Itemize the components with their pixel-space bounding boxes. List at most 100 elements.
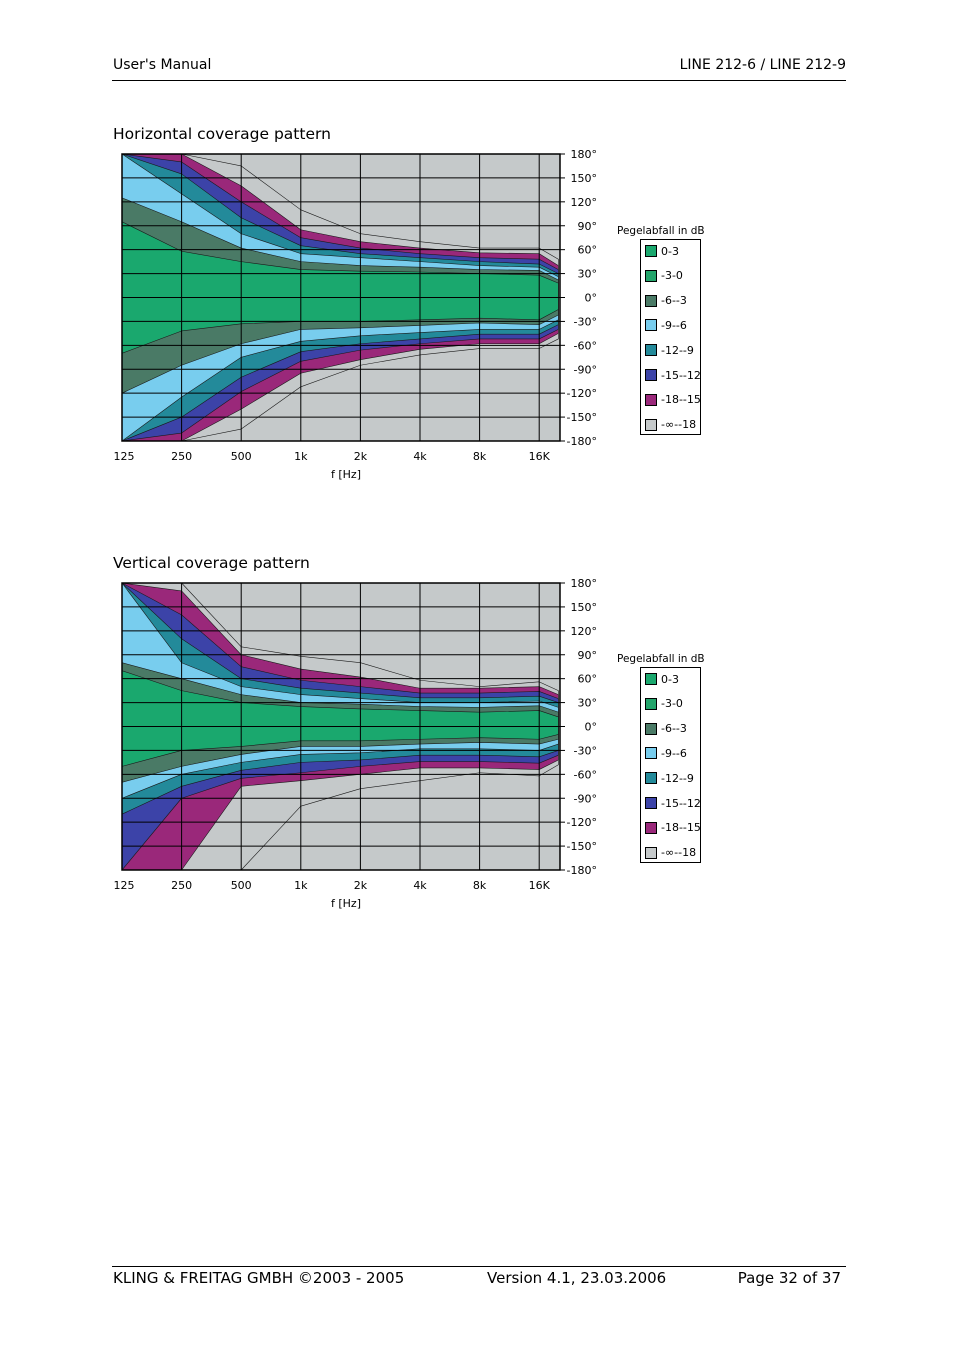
legend-swatch — [645, 369, 657, 381]
y-tick-label: 60° — [578, 244, 598, 257]
legend-swatch — [645, 319, 657, 332]
legend-item: -9--6 — [645, 746, 687, 760]
legend-item: 0-3 — [645, 244, 679, 258]
legend-swatch — [645, 245, 657, 257]
x-tick-label: 500 — [231, 450, 252, 463]
y-tick-label: -90° — [574, 792, 597, 805]
y-tick-label: 30° — [578, 268, 598, 281]
legend-swatch — [645, 393, 657, 406]
legend-title: Pegelabfall in dB — [617, 653, 705, 665]
y-tick-label: -30° — [574, 744, 597, 757]
legend-item: -18--15 — [645, 821, 701, 835]
legend-label: -6--3 — [661, 722, 687, 736]
footer-rule — [112, 1266, 846, 1267]
footer-right: Page 32 of 37 — [737, 1269, 841, 1287]
y-tick-label: -180° — [567, 864, 597, 877]
legend-label: -18--15 — [661, 821, 701, 835]
y-tick-label: 180° — [571, 148, 598, 161]
y-tick-label: 30° — [578, 697, 598, 710]
legend-item: -15--12 — [645, 368, 701, 382]
legend-title: Pegelabfall in dB — [617, 225, 705, 237]
chart-title-vertical: Vertical coverage pattern — [113, 554, 310, 572]
legend-item: -6--3 — [645, 294, 687, 308]
legend-label: -∞--18 — [661, 418, 697, 432]
legend-swatch — [645, 747, 657, 760]
legend-label: -3-0 — [661, 269, 683, 283]
x-tick-label: 500 — [231, 879, 252, 892]
x-tick-label: 4k — [413, 879, 427, 892]
legend-swatch — [645, 697, 657, 710]
legend-swatch — [645, 673, 657, 685]
legend-item: -18--15 — [645, 393, 701, 407]
x-tick-label: 16K — [529, 450, 551, 463]
x-tick-label: 8k — [473, 450, 487, 463]
legend-swatch — [645, 772, 657, 785]
legend-swatch — [645, 821, 657, 834]
vertical-coverage-chart: 125 250 500 1k 2k 4k 8k 16K 180° 150° 120° 90° 60° 30… — [0, 575, 620, 924]
y-tick-label: -120° — [567, 816, 597, 829]
legend-swatch — [645, 846, 657, 859]
footer-center: Version 4.1, 23.03.2006 — [487, 1269, 667, 1287]
legend-item: -6--3 — [645, 722, 687, 736]
y-tick-label: -30° — [574, 315, 597, 328]
legend-item: -9--6 — [645, 318, 687, 332]
x-tick-label: 1k — [294, 450, 308, 463]
legend-label: -12--9 — [661, 771, 694, 785]
x-tick-label: 125 — [114, 879, 135, 892]
y-tick-label: 120° — [571, 196, 598, 209]
chart-title-horizontal: Horizontal coverage pattern — [113, 125, 331, 143]
y-tick-label: 60° — [578, 673, 598, 686]
x-tick-label: 1k — [294, 879, 308, 892]
legend-swatch — [645, 797, 657, 809]
legend-item: -∞--18 — [645, 846, 696, 860]
legend-item: -∞--18 — [645, 418, 696, 432]
x-axis-label: f [Hz] — [331, 897, 361, 910]
x-tick-label: 2k — [354, 879, 368, 892]
legend-label: -15--12 — [661, 368, 701, 382]
header-left: User's Manual — [113, 57, 212, 73]
legend-swatch — [645, 294, 657, 307]
x-tick-label: 125 — [114, 450, 135, 463]
x-tick-label: 4k — [413, 450, 427, 463]
x-tick-label: 8k — [473, 879, 487, 892]
legend-label: -18--15 — [661, 393, 701, 407]
y-tick-label: 120° — [571, 625, 598, 638]
legend-item: -12--9 — [645, 771, 694, 785]
legend-swatch — [645, 722, 657, 735]
legend-label: -∞--18 — [661, 846, 697, 860]
legend-label: 0-3 — [661, 672, 679, 686]
legend-item: -3-0 — [645, 269, 683, 283]
x-tick-label: 250 — [171, 450, 192, 463]
legend-swatch — [645, 418, 657, 431]
legend-label: 0-3 — [661, 244, 679, 258]
y-tick-label: 180° — [571, 577, 598, 590]
horizontal-coverage-chart: 125 250 500 1k 2k 4k 8k 16K 180° 150° 120° 90° 60° 30… — [0, 146, 620, 495]
legend-label: -15--12 — [661, 796, 701, 810]
plot-frame — [121, 582, 561, 871]
legend-swatch — [645, 344, 657, 357]
y-tick-label: -60° — [574, 339, 597, 352]
legend-box: 0-3 -3-0 -6--3 -9--6 -12--9 -15--12 -18--15 -∞-… — [640, 667, 701, 863]
legend-item: -15--12 — [645, 796, 701, 810]
legend-item: 0-3 — [645, 672, 679, 686]
legend-label: -9--6 — [661, 318, 687, 332]
y-tick-label: 0° — [585, 292, 598, 305]
x-tick-label: 16K — [529, 879, 551, 892]
legend-label: -6--3 — [661, 294, 687, 308]
x-tick-label: 2k — [354, 450, 368, 463]
y-tick-label: -180° — [567, 435, 597, 448]
legend-item: -12--9 — [645, 343, 694, 357]
y-tick-label: 90° — [578, 649, 598, 662]
y-tick-label: -120° — [567, 387, 597, 400]
y-tick-label: 150° — [571, 172, 598, 185]
legend-swatch — [645, 269, 657, 282]
legend-box: 0-3 -3-0 -6--3 -9--6 -12--9 -15--12 -18--15 -∞-… — [640, 239, 701, 435]
plot-frame — [121, 153, 561, 442]
legend-label: -12--9 — [661, 343, 694, 357]
y-tick-label: -60° — [574, 768, 597, 781]
legend-label: -9--6 — [661, 746, 687, 760]
y-tick-label: 90° — [578, 220, 598, 233]
legend-label: -3-0 — [661, 697, 683, 711]
header-rule — [112, 80, 846, 81]
footer-left: KLING & FREITAG GMBH ©2003 - 2005 — [113, 1269, 405, 1287]
